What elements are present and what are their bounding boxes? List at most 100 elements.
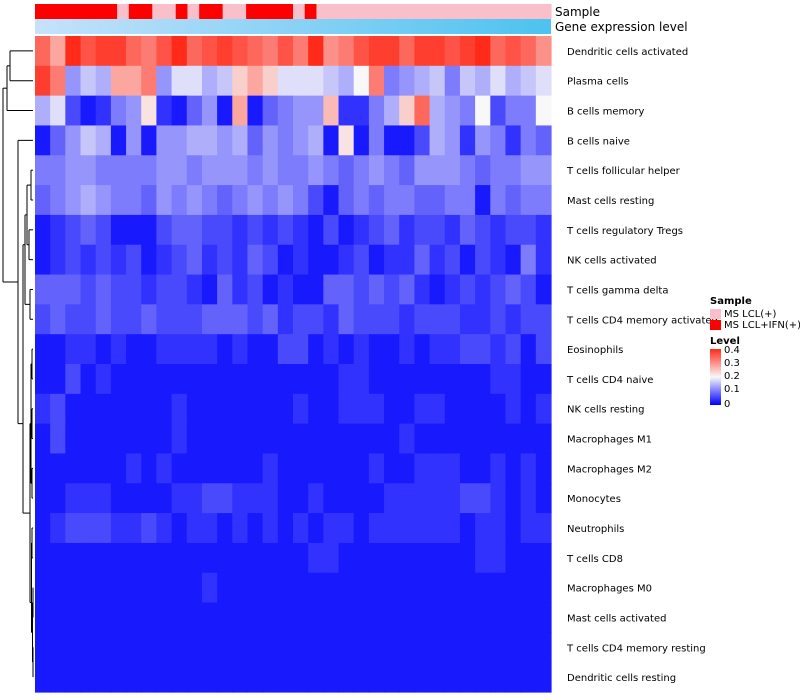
heatmap-cell <box>171 483 188 514</box>
heatmap-cell <box>186 334 203 365</box>
sample-annotation-cell <box>140 4 153 19</box>
heatmap-cell <box>171 453 188 484</box>
heatmap-cell <box>110 125 127 156</box>
heatmap-cell <box>95 453 112 484</box>
heatmap-cell <box>520 36 537 67</box>
heatmap-cell <box>65 155 82 186</box>
heatmap-cell <box>126 304 142 335</box>
heatmap-cell <box>95 423 112 455</box>
heatmap-cell <box>126 542 142 574</box>
heatmap-cell <box>475 185 491 216</box>
heatmap-cell <box>384 423 400 455</box>
heatmap-cell <box>217 155 233 186</box>
sample-annotation-cell <box>468 4 482 19</box>
heatmap-cell <box>156 185 173 216</box>
heatmap-cell <box>459 244 476 276</box>
heatmap-cell <box>414 602 431 633</box>
heatmap-cell <box>505 602 522 633</box>
heatmap-cell <box>141 274 158 305</box>
heatmap-cell <box>368 632 385 663</box>
sample-annotation-cell <box>58 4 71 19</box>
heatmap-cell <box>535 513 552 544</box>
heatmap-cell <box>110 393 127 425</box>
heatmap-cell <box>308 513 324 544</box>
heatmap-cell <box>126 65 142 97</box>
heatmap-cell <box>95 304 112 335</box>
heatmap-cell <box>293 662 309 693</box>
heatmap-cell <box>323 244 340 276</box>
heatmap-cell <box>414 125 431 156</box>
heatmap-cell <box>171 304 188 335</box>
heatmap-cell <box>247 95 264 127</box>
sample-annotation-cell <box>304 4 318 19</box>
heatmap-cell <box>399 632 416 663</box>
heatmap-cell <box>141 125 158 156</box>
heatmap-cell <box>490 334 507 365</box>
heatmap-cell <box>459 542 476 574</box>
heatmap-cell <box>80 423 97 455</box>
heatmap-cell <box>399 453 416 484</box>
heatmap-cell <box>171 602 188 633</box>
heatmap-cell <box>247 244 264 276</box>
heatmap-cell <box>414 662 431 693</box>
heatmap-cell <box>520 423 537 455</box>
heatmap-cell <box>308 304 324 335</box>
heatmap-cell <box>384 632 400 663</box>
level-tick-0.4: 0.4 <box>724 345 740 356</box>
heatmap-cell <box>535 364 552 395</box>
heatmap-cell <box>490 274 507 305</box>
heatmap-cell <box>217 572 233 604</box>
heatmap-cell <box>232 274 249 305</box>
heatmap-cell <box>475 393 491 425</box>
heatmap-cell <box>247 602 264 633</box>
heatmap-cell <box>505 662 522 693</box>
heatmap-cell <box>201 513 218 544</box>
heatmap-cell <box>156 125 173 156</box>
heatmap-cell <box>201 483 218 514</box>
heatmap-cell <box>368 364 385 395</box>
heatmap-cell <box>414 244 431 276</box>
heatmap-cell <box>65 95 82 127</box>
heatmap-cell <box>126 36 142 67</box>
heatmap-cell <box>384 185 400 216</box>
heatmap-cell <box>535 125 552 156</box>
heatmap-cell <box>353 214 370 246</box>
heatmap-cell <box>35 572 51 604</box>
heatmap-cell <box>65 364 82 395</box>
heatmap-cell <box>490 155 507 186</box>
heatmap-cell <box>50 125 66 156</box>
heatmap-cell <box>141 36 158 67</box>
heatmap-cell <box>293 95 309 127</box>
heatmap-cell <box>186 65 203 97</box>
heatmap-cell <box>535 185 552 216</box>
row-label: Mast cells activated <box>567 613 666 624</box>
heatmap-cell <box>353 572 370 604</box>
heatmap-cell <box>429 334 446 365</box>
heatmap-cell <box>217 453 233 484</box>
heatmap-cell <box>505 632 522 663</box>
heatmap-cell <box>80 453 97 484</box>
heatmap-cell <box>80 36 97 67</box>
heatmap-cell <box>384 334 400 365</box>
heatmap-cell <box>35 453 51 484</box>
heatmap-cell <box>308 542 324 574</box>
sample-annotation-cell <box>363 4 376 19</box>
heatmap-cell <box>353 662 370 693</box>
level-tick-0.1: 0.1 <box>724 384 740 395</box>
heatmap-cell <box>520 274 537 305</box>
heatmap-cell <box>308 185 324 216</box>
heatmap-cell <box>95 155 112 186</box>
heatmap-cell <box>429 513 446 544</box>
heatmap-cell <box>50 214 66 246</box>
heatmap-cell <box>232 542 249 574</box>
heatmap-cell <box>277 483 294 514</box>
heatmap-cell <box>490 572 507 604</box>
heatmap-cell <box>429 542 446 574</box>
heatmap-cell <box>444 453 461 484</box>
sample-annotation-cell <box>410 4 423 19</box>
heatmap-cell <box>520 602 537 633</box>
heatmap-cell <box>368 214 385 246</box>
heatmap-cell <box>232 36 249 67</box>
sample-annotation-cell <box>386 4 400 19</box>
heatmap-cell <box>414 65 431 97</box>
